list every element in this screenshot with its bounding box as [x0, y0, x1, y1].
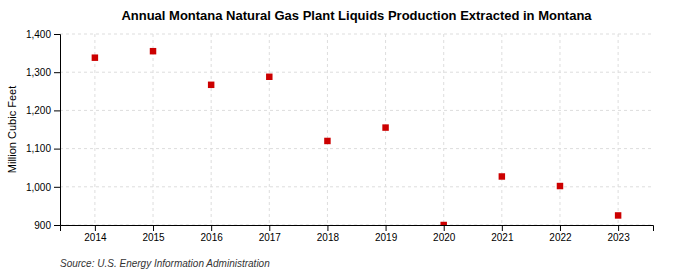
point	[266, 74, 272, 80]
point	[324, 138, 330, 144]
y-tick: 1,000	[26, 182, 60, 193]
title: Annual Montana Natural Gas Plant Liquids…	[121, 8, 592, 23]
y-tick-mark	[54, 187, 60, 188]
y-tick-mark	[54, 34, 60, 35]
y-grid-line	[60, 34, 653, 35]
x-axis: 2014 2015 2016 2017 2018 2019 2020 2021 2022 2023	[61, 225, 654, 243]
point	[208, 82, 214, 88]
x-tick: 2015	[142, 225, 165, 243]
x-tick: 2017	[259, 225, 282, 243]
point	[150, 48, 156, 54]
x-tick-mark	[618, 225, 619, 231]
y-tick: 900	[34, 220, 60, 231]
x-grid-line	[618, 34, 619, 225]
x-tick: 2014	[84, 225, 107, 243]
x-tick-mark	[153, 225, 154, 231]
y-tick: 1,200	[26, 105, 60, 116]
x-tick-label: 2018	[317, 232, 340, 243]
x-grid-line	[269, 34, 270, 225]
chart: 2014 2015 2016 2017 2018 2019 2020 2021 2022 2023…	[0, 0, 675, 275]
x-grid-line	[327, 34, 328, 225]
y-tick-label: 1,100	[26, 143, 51, 154]
x-tick: 2021	[491, 225, 514, 243]
x-tick: 2022	[549, 225, 572, 243]
x-grid-line	[501, 34, 502, 225]
y-tick-label: 1,000	[26, 182, 51, 193]
x-tick-mark	[386, 225, 387, 231]
y-tick: 1,400	[26, 29, 60, 40]
x-tick-label: 2021	[491, 232, 514, 243]
y-tick-label: 1,200	[26, 105, 51, 116]
x-grid-line	[94, 34, 95, 225]
x-tick: 2018	[317, 225, 340, 243]
y-tick: 1,100	[26, 143, 60, 154]
x-tick-label: 2019	[375, 232, 398, 243]
y-grid-line	[60, 110, 653, 111]
x-tick-label: 2014	[84, 232, 107, 243]
y-axis-line	[54, 35, 61, 226]
y-grid-line	[60, 72, 653, 73]
x-tick-label: 2020	[433, 232, 456, 243]
points	[92, 48, 622, 225]
y-tick-mark	[54, 225, 60, 226]
x-axis-line	[61, 226, 654, 232]
y-axis: 900 1,000 1,100 1,200 1,300 1,400	[26, 29, 61, 231]
x-tick: 2020	[433, 225, 456, 243]
annotation: Source: U.S. Energy Information Administ…	[60, 258, 270, 269]
x-tick: 2016	[201, 225, 224, 243]
x-tick-label: 2023	[607, 232, 630, 243]
point	[499, 173, 505, 179]
x-tick-mark	[269, 225, 270, 231]
x-tick-mark	[444, 225, 445, 231]
point	[92, 54, 98, 60]
y-tick-mark	[54, 149, 60, 150]
y-tick-label: 1,300	[26, 67, 51, 78]
y-tick-mark	[54, 110, 60, 111]
y-tick: 1,300	[26, 67, 60, 78]
x-tick-mark	[95, 225, 96, 231]
y-grid-line	[60, 148, 653, 149]
x-grid-line	[153, 34, 154, 225]
x-tick-mark	[327, 225, 328, 231]
x-tick-mark	[560, 225, 561, 231]
point	[615, 212, 621, 218]
y-tick-label: 900	[34, 220, 51, 231]
x-tick-mark	[211, 225, 212, 231]
y-tick-mark	[54, 72, 60, 73]
x-grid-line	[211, 34, 212, 225]
y-tick-label: 1,400	[26, 29, 51, 40]
x-grid-line	[443, 34, 444, 225]
grid	[60, 34, 653, 225]
x-tick-label: 2015	[142, 232, 165, 243]
x-tick-label: 2017	[259, 232, 282, 243]
x-tick-mark	[502, 225, 503, 231]
x-grid-line	[559, 34, 560, 225]
x-tick: 2019	[375, 225, 398, 243]
point	[382, 124, 388, 130]
y-axis-title: Million Cubic Feet	[6, 86, 18, 173]
y-grid-line	[60, 186, 653, 187]
x-tick-label: 2022	[549, 232, 572, 243]
x-tick-label: 2016	[201, 232, 224, 243]
x-tick: 2023	[607, 225, 630, 243]
point	[440, 222, 446, 225]
point	[557, 183, 563, 189]
